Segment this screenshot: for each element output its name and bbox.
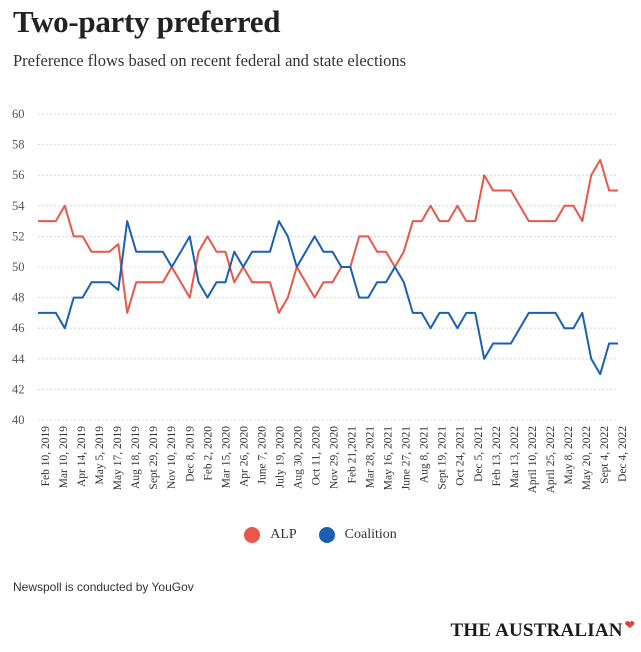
footnote: Newspoll is conducted by YouGov [13,580,194,594]
x-tick-label: Oct 11, 2020 [310,426,322,486]
x-tick-label: Dec 5, 2021 [473,426,485,482]
x-tick-label: Mar 13, 2022 [509,426,521,489]
x-tick-label: July 19, 2020 [274,426,286,489]
x-tick-label: Nov 29, 2020 [329,426,341,489]
grid [38,113,618,421]
legend-item-coalition[interactable]: Coalition [318,527,397,543]
x-tick-label: Apr 26, 2020 [238,426,250,487]
x-tick-label: Mar 28, 2021 [365,426,377,489]
y-tick-label: 42 [12,382,25,396]
y-tick-label: 52 [12,229,25,243]
y-tick-label: 54 [12,199,25,213]
y-tick-label: 56 [12,168,25,182]
series-line-coalition[interactable] [38,220,618,376]
series-line-alp[interactable] [38,158,618,314]
x-tick-label: Nov 10, 2019 [166,426,178,489]
coalition-swatch-icon [318,527,335,543]
legend-label-alp: ALP [270,527,297,542]
line-chart: 40 42 44 46 48 50 52 54 56 58 60 Feb 10, 2019 Mar 1… [12,107,629,494]
legend: ALP Coalition [0,527,641,543]
x-tick-label: Aug 8, 2021 [419,426,431,483]
x-tick-label: Dec 4, 2022 [617,426,629,482]
x-tick-label: April 10, 2022 [527,426,539,494]
series-lines [38,158,618,376]
x-tick-label: May 20, 2022 [581,426,593,490]
y-tick-label: 48 [12,291,25,305]
chart-title: Two-party preferred [13,4,281,39]
x-tick-label: June 27, 2021 [401,426,413,490]
alp-swatch-icon [244,527,261,543]
x-tick-label: Feb 2, 2020 [202,426,214,481]
x-tick-label: Mar 10, 2019 [58,426,70,489]
x-tick-label: Sept 4, 2022 [599,426,611,484]
x-tick-label: Aug 30, 2020 [292,426,304,489]
y-tick-label: 46 [12,321,25,335]
x-tick-label: May 17, 2019 [112,426,124,490]
x-tick-label: May 5, 2019 [94,426,106,485]
legend-item-alp[interactable]: ALP [244,527,297,543]
x-tick-label: May 16, 2021 [383,426,395,490]
legend-label-coalition: Coalition [344,527,397,542]
x-tick-label: Sept 29, 2019 [148,426,160,490]
x-tick-label: Feb 13, 2022 [491,426,503,487]
x-tick-label: June 7, 2020 [256,426,268,485]
emu-icon: ❤ [624,617,635,632]
x-tick-label: Mar 15, 2020 [220,426,232,489]
x-axis: Feb 10, 2019 Mar 10, 2019 Apr 14, 2019 May … [40,426,629,494]
chart-subtitle: Preference flows based on recent federal… [13,51,407,70]
x-tick-label: Dec 8, 2019 [184,426,196,482]
x-tick-label: Oct 24, 2021 [455,426,467,486]
x-tick-label: April 25, 2022 [545,426,557,494]
y-tick-label: 44 [12,352,25,366]
x-tick-label: Sept 19, 2021 [437,426,449,490]
x-tick-label: Aug 18, 2019 [130,426,142,489]
x-tick-label: May 8, 2022 [563,426,575,485]
y-tick-label: 40 [12,413,25,427]
x-tick-label: Apr 14, 2019 [76,426,88,487]
y-tick-label: 50 [12,260,25,274]
y-tick-label: 60 [12,107,25,121]
x-tick-label: Feb 21,2021 [347,426,359,484]
logo-text: THE AUSTRALIAN [450,620,623,641]
x-tick-label: Feb 10, 2019 [40,426,52,487]
y-tick-label: 58 [12,138,25,152]
publisher-logo: THE AUSTRALIAN ❤ [450,617,635,642]
y-axis: 40 42 44 46 48 50 52 54 56 58 60 [12,107,25,427]
